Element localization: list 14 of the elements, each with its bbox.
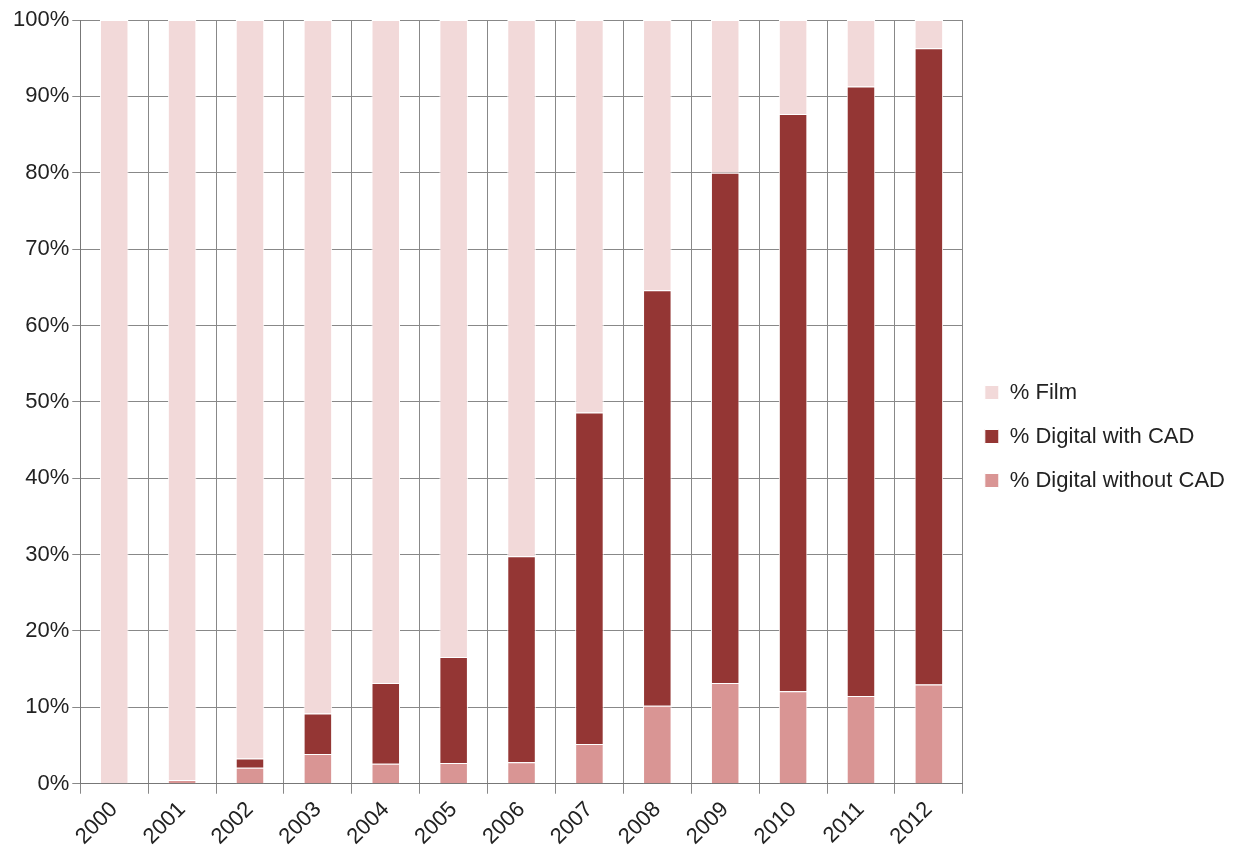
legend-label: % Digital with CAD xyxy=(1009,422,1195,448)
y-tick-label: 90% xyxy=(25,82,70,108)
legend-label: % Film xyxy=(1009,378,1078,404)
y-tick-label: 10% xyxy=(25,693,70,719)
y-tick-label: 40% xyxy=(25,464,70,490)
legend-label: % Digital without CAD xyxy=(1009,466,1225,492)
y-tick-label: 50% xyxy=(25,387,70,413)
y-tick-label: 30% xyxy=(25,540,70,566)
y-tick-label: 20% xyxy=(25,617,70,643)
y-tick-label: 0% xyxy=(37,769,70,795)
y-tick-label: 70% xyxy=(25,235,70,261)
y-tick-label: 80% xyxy=(25,158,70,184)
y-tick-label: 100% xyxy=(12,6,70,32)
y-tick-label: 60% xyxy=(25,311,70,337)
